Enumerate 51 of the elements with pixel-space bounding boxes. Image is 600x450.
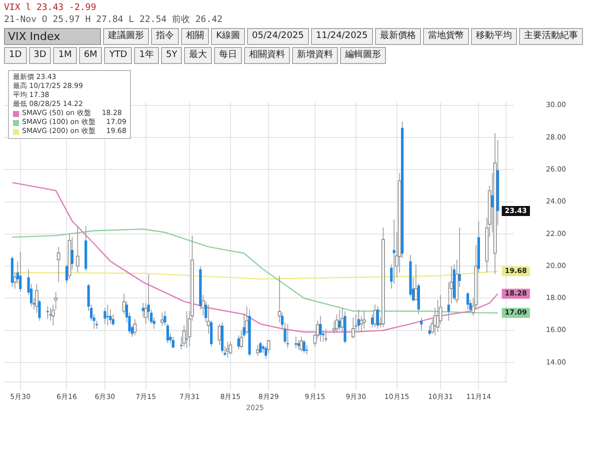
text: 主要活動紀事 [518, 28, 583, 45]
text: 指令 [151, 28, 180, 45]
text: 移動平均 [470, 28, 517, 45]
text: 建議圖形 [103, 28, 150, 45]
candlestick [324, 328, 328, 342]
text: 1M [53, 47, 77, 64]
candlestick [185, 310, 188, 348]
text: 1D [4, 47, 27, 64]
candlestick [46, 306, 49, 320]
text: 1年 [134, 47, 159, 64]
candlestick [319, 316, 322, 342]
candlestick [338, 309, 341, 331]
candlestick [294, 336, 298, 348]
candlestick [70, 236, 74, 270]
candlestick [302, 340, 306, 354]
text: 每日 [214, 47, 242, 64]
candlestick [286, 324, 290, 348]
candlestick [172, 336, 174, 348]
text: 21-Nov O 25.97 H 27.84 L 22.54 前收 26.42 [4, 14, 224, 26]
text: VIX l 23.43 -2.99 [4, 2, 98, 14]
text: VIX Index [4, 28, 102, 45]
candlestick [147, 274, 150, 322]
text: 相關資料 [244, 47, 290, 64]
text: 新增資料 [292, 47, 338, 64]
candlestick [447, 282, 450, 322]
candlestick [49, 307, 52, 322]
candlestick [104, 307, 106, 324]
text: YTD [104, 47, 132, 64]
candlestick [491, 172, 494, 233]
candlestick [112, 314, 114, 326]
candlestick [166, 324, 169, 344]
text: 最新價格 [374, 28, 421, 45]
candlestick [376, 306, 380, 330]
text: 5Y [160, 47, 182, 64]
candlestick [259, 341, 262, 354]
candlestick [164, 310, 166, 326]
text: 編輯圖形 [340, 47, 386, 64]
candlestick [306, 344, 308, 355]
candlestick [392, 219, 396, 284]
text: K線圖 [211, 28, 245, 45]
text: 3D [28, 47, 52, 64]
text: 11/24/2025 [310, 28, 373, 45]
candlestick [19, 251, 22, 292]
candlestick [466, 291, 470, 310]
candlestick [370, 314, 374, 328]
text: 當地貨幣 [422, 28, 469, 45]
candlestick [420, 317, 423, 331]
text: 05/24/2025 [247, 28, 309, 45]
text: 相關 [181, 28, 210, 45]
text: 最大 [184, 47, 212, 64]
text: 6M [78, 47, 102, 64]
